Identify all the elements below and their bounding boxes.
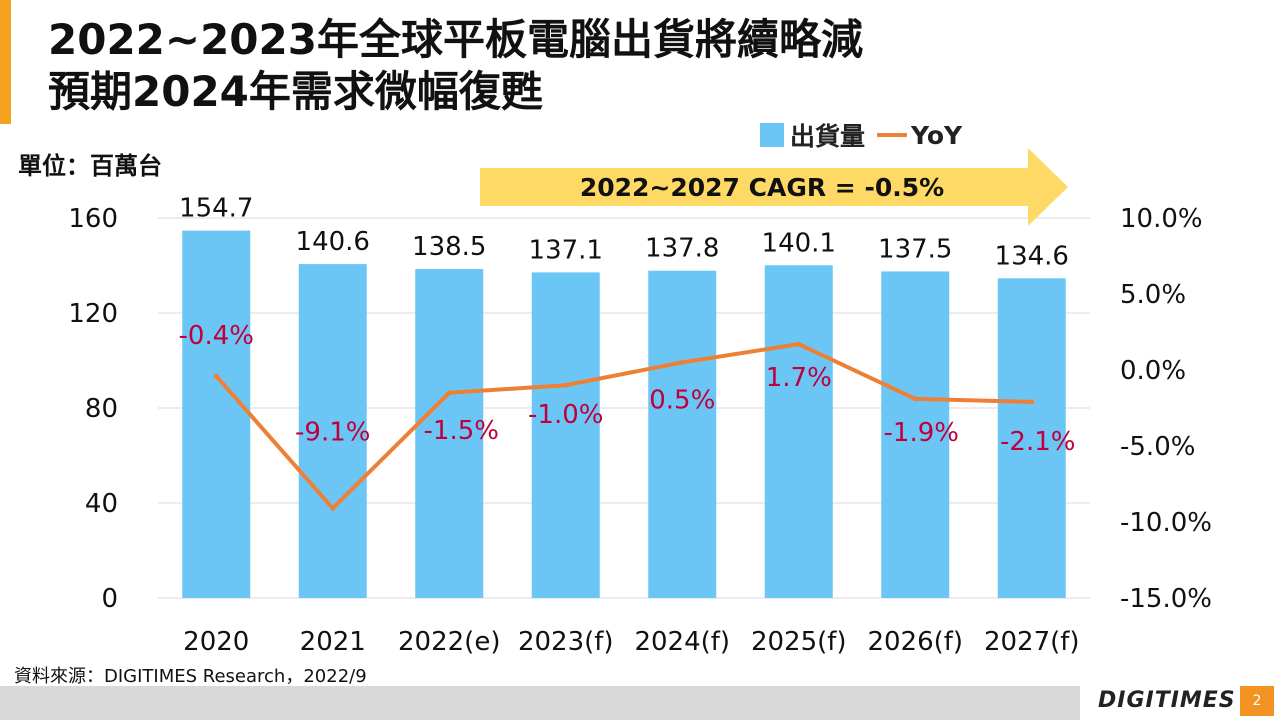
data-labels: 154.7 140.6 138.5 137.1 137.8 140.1 137.5 134.6… xyxy=(179,194,1076,457)
bar-value-label: 138.5 xyxy=(412,232,486,262)
bar-2021 xyxy=(298,264,367,598)
y-right-tick-label: 10.0% xyxy=(1120,204,1203,234)
yoy-point xyxy=(563,382,569,388)
yoy-point xyxy=(446,390,452,396)
y-right-tick-label: 5.0% xyxy=(1120,280,1186,310)
bar-value-label: 140.1 xyxy=(762,228,836,258)
yoy-value-label: -1.5% xyxy=(424,416,499,446)
yoy-point xyxy=(1029,399,1035,405)
bar-value-label: 137.1 xyxy=(529,235,603,265)
x-tick-label: 2026(f) xyxy=(867,627,963,657)
x-tick-label: 2023(f) xyxy=(518,627,614,657)
bar-2024(f) xyxy=(648,270,717,598)
cagr-label: 2022~2027 CAGR = -0.5% xyxy=(580,173,944,202)
legend-entry-yoy: YoY xyxy=(911,120,963,150)
y-right-tick-label: 0.0% xyxy=(1120,356,1186,386)
bar-value-label: 154.7 xyxy=(179,194,253,224)
yoy-value-label: -0.4% xyxy=(179,321,254,351)
footer-band xyxy=(0,686,1080,720)
yoy-line-group xyxy=(213,341,1035,511)
source-note: 資料來源：DIGITIMES Research，2022/9 xyxy=(14,666,367,687)
yoy-point xyxy=(679,359,685,365)
x-tick-label: 2021 xyxy=(300,627,366,657)
y-left-tick-label: 160 xyxy=(68,204,118,234)
x-tick-label: 2022(e) xyxy=(398,627,500,657)
x-tick-label: 2020 xyxy=(183,627,249,657)
x-tick-label: 2024(f) xyxy=(634,627,730,657)
legend-entry-shipments: 出貨量 xyxy=(790,122,866,151)
y-left-tick-label: 0 xyxy=(101,584,118,614)
bars xyxy=(182,230,1066,598)
grid-lines xyxy=(158,217,1090,599)
bar-2026(f) xyxy=(881,271,950,598)
yoy-value-label: 1.7% xyxy=(766,363,832,393)
axis-ticks: 0 40 80 120 160 10.0% 5.0% 0.0% -5.0% -10.0% -15.0… xyxy=(68,204,1212,657)
bar-value-label: 137.5 xyxy=(878,234,952,264)
page-number: 2 xyxy=(1240,686,1274,716)
yoy-value-label: 0.5% xyxy=(649,385,715,415)
bar-2025(f) xyxy=(764,265,833,598)
legend-bar-swatch xyxy=(760,123,784,147)
accent-bar xyxy=(0,0,11,124)
cagr-annotation: 2022~2027 CAGR = -0.5% xyxy=(480,148,1068,226)
yoy-value-label: -2.1% xyxy=(1000,427,1075,457)
bar-2027(f) xyxy=(997,278,1066,598)
yoy-point xyxy=(912,396,918,402)
yoy-point xyxy=(213,373,219,379)
x-tick-label: 2027(f) xyxy=(984,627,1080,657)
unit-label: 單位：百萬台 xyxy=(18,152,162,180)
title-line-2: 預期2024年需求微幅復甦 xyxy=(48,67,543,116)
yoy-value-label: -1.9% xyxy=(884,418,959,448)
chart-legend: 出貨量 YoY xyxy=(760,118,962,152)
bar-2022(e) xyxy=(415,269,484,598)
yoy-value-label: -9.1% xyxy=(295,417,370,447)
cagr-arrow xyxy=(480,148,1068,226)
legend-line-swatch xyxy=(877,133,908,137)
y-right-tick-label: -10.0% xyxy=(1120,508,1212,538)
yoy-point xyxy=(796,341,802,347)
y-left-tick-label: 40 xyxy=(85,489,118,519)
x-tick-label: 2025(f) xyxy=(751,627,847,657)
y-right-tick-label: -5.0% xyxy=(1120,432,1195,462)
page-title: 2022~2023年全球平板電腦出貨將續略減 預期2024年需求微幅復甦 xyxy=(48,14,863,118)
yoy-line xyxy=(214,342,1032,511)
bar-2023(f) xyxy=(531,272,600,598)
yoy-value-label: -1.0% xyxy=(528,400,603,430)
y-left-tick-label: 120 xyxy=(68,299,118,329)
bar-value-label: 137.8 xyxy=(645,234,719,264)
yoy-point xyxy=(330,505,336,511)
bar-value-label: 134.6 xyxy=(995,241,1069,271)
bar-2020 xyxy=(182,230,251,598)
title-line-1: 2022~2023年全球平板電腦出貨將續略減 xyxy=(48,15,863,64)
digitimes-logo: DIGITIMES xyxy=(1098,688,1236,713)
y-right-tick-label: -15.0% xyxy=(1120,584,1212,614)
y-left-tick-label: 80 xyxy=(85,394,118,424)
bar-value-label: 140.6 xyxy=(296,227,370,257)
